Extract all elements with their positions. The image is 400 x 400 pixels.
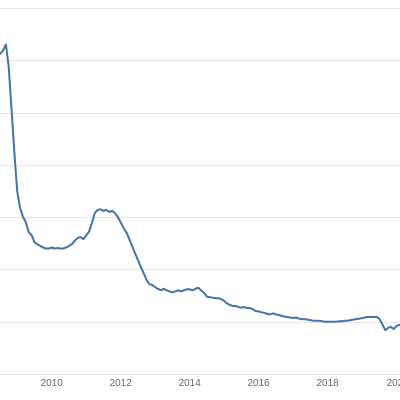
x-tick-label-2020: 2020	[387, 378, 400, 389]
x-tick-label-2016: 2016	[247, 378, 270, 389]
x-tick-label-2018: 2018	[316, 378, 339, 389]
grid-lines	[0, 8, 400, 375]
series-line-0	[0, 43, 400, 332]
x-axis-ticks: 2010 2012 2014 2016 2018 2020	[41, 378, 400, 389]
x-tick-label-2010: 2010	[41, 378, 64, 389]
x-tick-label-2012: 2012	[110, 378, 133, 389]
x-tick-label-2014: 2014	[179, 378, 202, 389]
series-layer	[0, 43, 400, 332]
